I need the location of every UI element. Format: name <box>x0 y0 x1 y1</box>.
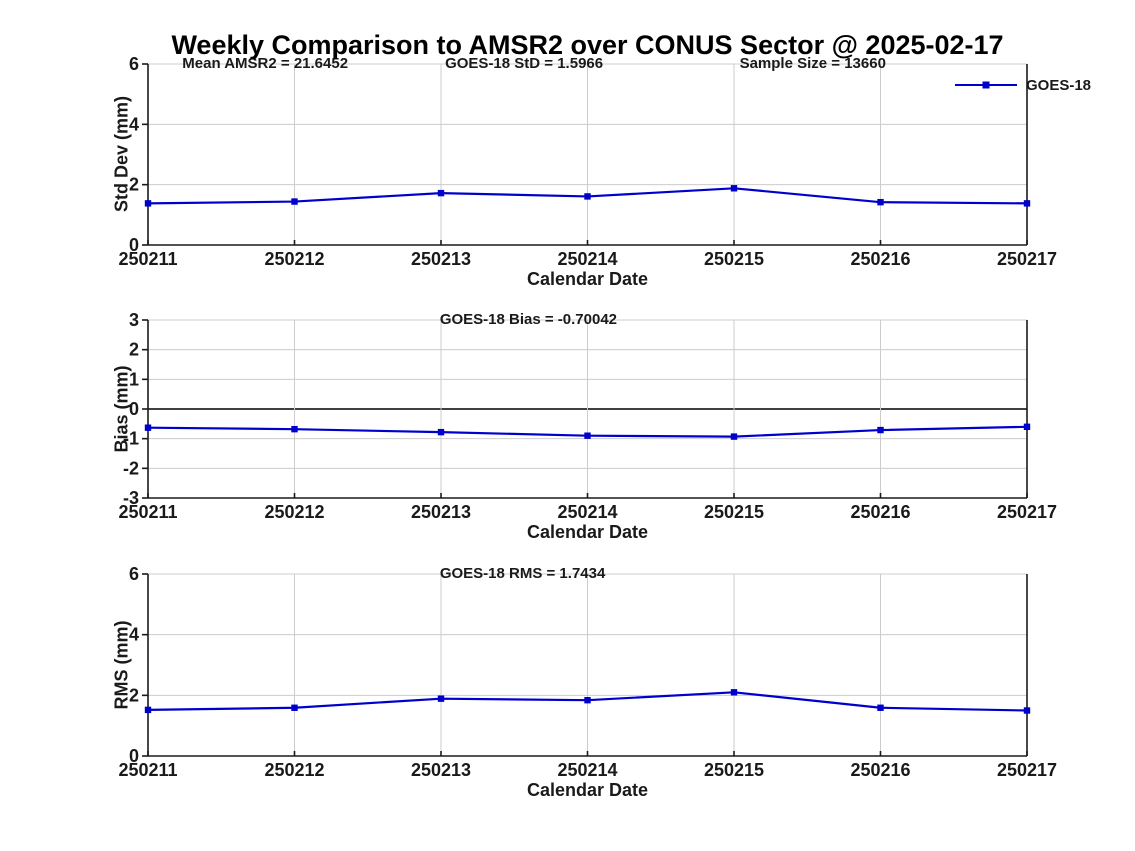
x-tick-label: 250216 <box>850 760 910 780</box>
data-point-marker <box>144 200 152 207</box>
data-point-marker <box>877 704 884 711</box>
x-tick-label: 250213 <box>411 760 471 780</box>
data-point-marker <box>144 706 152 714</box>
legend-label: GOES-18 <box>1026 76 1092 94</box>
data-point-marker <box>437 695 445 702</box>
x-tick-label: 250211 <box>118 249 177 269</box>
data-point-marker <box>1023 423 1031 430</box>
y-tick-label: 0 <box>129 746 139 766</box>
x-tick-label: 250214 <box>557 249 617 269</box>
x-tick-label: 250215 <box>704 760 764 780</box>
data-point-marker <box>584 696 591 704</box>
data-point-marker <box>730 689 738 696</box>
stat-annotation: GOES-18 RMS = 1.7434 <box>440 565 606 582</box>
data-point-marker <box>877 426 884 434</box>
x-tick-label: 250211 <box>118 502 177 522</box>
y-tick-label: -3 <box>123 488 139 508</box>
ylabel-std-dev: Std Dev (mm) <box>111 95 132 213</box>
subplot-std-dev: 0 2 4 6 250211 250212 250213 250214 250215 250216… <box>118 54 1057 289</box>
ylabel-rms: RMS (mm) <box>111 620 132 710</box>
ylabel-bias: Bias (mm) <box>111 365 132 453</box>
y-tick-label: 1 <box>129 369 139 389</box>
data-point-marker <box>437 428 445 436</box>
data-point-marker <box>291 198 298 205</box>
x-tick-label: 250216 <box>850 502 910 522</box>
data-point-marker <box>730 433 738 440</box>
x-tick-label: 250212 <box>264 502 324 522</box>
legend-line-sample <box>955 81 1017 89</box>
x-tick-label: 250213 <box>411 249 471 269</box>
x-axis-label: Calendar Date <box>527 269 648 289</box>
x-tick-label: 250217 <box>997 502 1057 522</box>
x-axis-label: Calendar Date <box>527 522 648 542</box>
y-tick-label: 2 <box>129 175 139 195</box>
stat-annotation: Sample Size = 13660 <box>740 55 886 72</box>
x-tick-label: 250217 <box>997 249 1057 269</box>
x-tick-label: 250215 <box>704 249 764 269</box>
subplot-rms: 0 2 4 6 250211 250212 250213 250214 250215 250216… <box>118 564 1057 800</box>
y-tick-label: 4 <box>129 114 139 134</box>
x-axis-label: Calendar Date <box>527 780 648 800</box>
stat-annotation: GOES-18 Bias = -0.70042 <box>440 311 617 328</box>
data-point-marker <box>291 425 298 433</box>
y-tick-label: 6 <box>129 54 139 74</box>
y-tick-label: 2 <box>129 340 139 360</box>
legend-marker-icon <box>982 81 990 89</box>
x-tick-label: 250212 <box>264 760 324 780</box>
data-point-marker <box>877 198 884 206</box>
x-tick-label: 250213 <box>411 502 471 522</box>
figure-title: Weekly Comparison to AMSR2 over CONUS Se… <box>171 30 1004 60</box>
x-tick-label: 250212 <box>264 249 324 269</box>
y-tick-label: -2 <box>123 458 139 478</box>
y-tick-label: 2 <box>129 685 139 705</box>
y-tick-label: 6 <box>129 564 139 584</box>
x-tick-label: 250214 <box>557 760 617 780</box>
x-tick-label: 250215 <box>704 502 764 522</box>
y-tick-label: 4 <box>129 625 139 645</box>
data-point-marker <box>584 432 591 439</box>
y-tick-label: 0 <box>129 399 139 419</box>
x-tick-label: 250214 <box>557 502 617 522</box>
data-point-marker <box>437 189 445 197</box>
y-tick-label: 3 <box>129 310 139 330</box>
x-tick-label: 250211 <box>118 760 177 780</box>
y-tick-label: -1 <box>123 429 139 449</box>
stat-annotation: GOES-18 StD = 1.5966 <box>445 55 603 72</box>
data-point-marker <box>1023 707 1031 714</box>
stat-annotation: Mean AMSR2 = 21.6452 <box>182 55 348 72</box>
legend: GOES-18 <box>955 76 1092 94</box>
x-tick-label: 250217 <box>997 760 1057 780</box>
y-tick-label: 0 <box>129 235 139 255</box>
data-point-marker <box>584 193 591 200</box>
x-tick-label: 250216 <box>850 249 910 269</box>
data-point-marker <box>730 185 738 192</box>
data-point-marker <box>291 704 298 711</box>
data-point-marker <box>144 424 152 431</box>
data-point-marker <box>1023 200 1031 207</box>
